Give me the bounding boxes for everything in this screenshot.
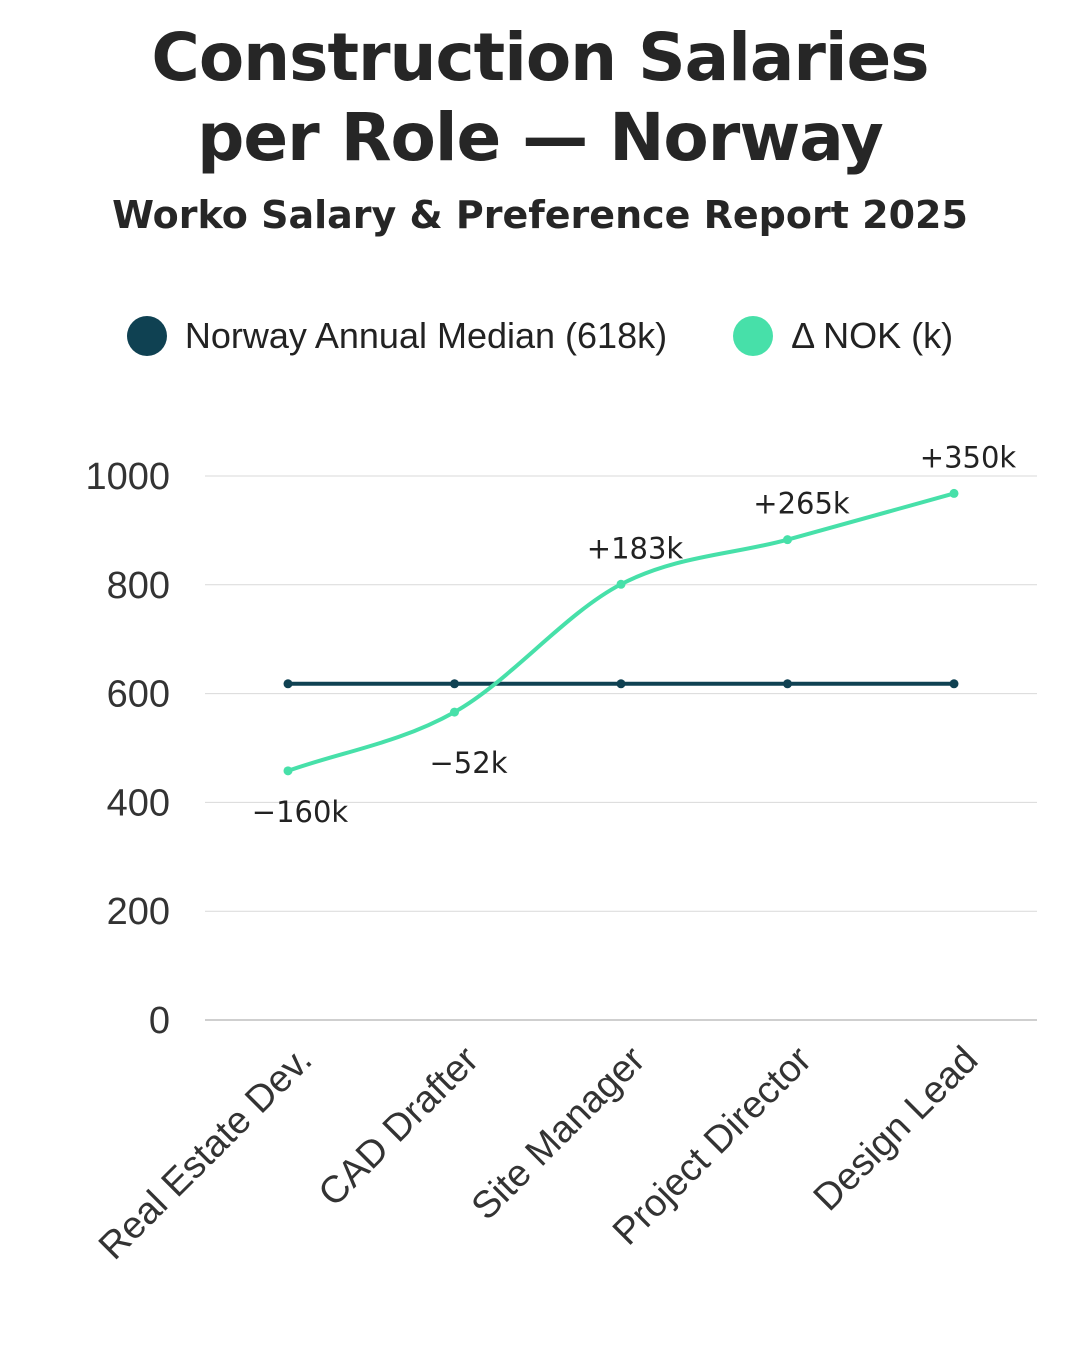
point-delta-0 (283, 766, 293, 776)
legend-swatch-delta (733, 316, 774, 356)
point-median-3 (783, 679, 792, 689)
y-tick-label-0: 0 (149, 1000, 170, 1042)
x-tick-label-2: Site Manager (464, 1038, 654, 1228)
data-label-delta-2: +183k (587, 531, 684, 565)
chart-title-line-2: per Role — Norway (197, 99, 884, 176)
legend-item-median[interactable]: Norway Annual Median (618k) (126, 315, 668, 357)
y-tick-label-600: 600 (107, 674, 170, 716)
y-tick-label-200: 200 (107, 891, 170, 933)
point-median-2 (616, 679, 626, 689)
chart-legend: Norway Annual Median (618k) Δ NOK (k) (0, 308, 1080, 364)
chart-title-line-1: Construction Salaries (151, 19, 929, 96)
legend-label-median: Norway Annual Median (618k) (184, 315, 668, 356)
point-delta-4 (949, 488, 959, 498)
x-tick-label-4: Design Lead (806, 1039, 987, 1220)
y-tick-label-1000: 1000 (85, 456, 170, 498)
data-label-delta-0: −160k (252, 795, 349, 829)
point-median-4 (949, 679, 959, 689)
point-delta-3 (783, 535, 792, 545)
y-tick-label-800: 800 (107, 565, 170, 607)
legend-item-delta[interactable]: Δ NOK (k) (733, 315, 953, 357)
data-label-delta-4: +350k (920, 440, 1017, 474)
legend-swatch-median (126, 316, 167, 356)
y-tick-label-400: 400 (107, 782, 170, 824)
legend-label-delta: Δ NOK (k) (791, 315, 954, 356)
x-tick-label-1: CAD Drafter (311, 1038, 487, 1214)
point-delta-2 (616, 579, 626, 589)
data-label-delta-1: −52k (430, 746, 508, 780)
point-median-0 (283, 679, 293, 689)
x-tick-label-0: Real Estate Dev. (91, 1039, 320, 1268)
point-delta-1 (450, 707, 459, 717)
data-label-delta-3: +265k (753, 487, 850, 521)
chart-title: Construction Salaries per Role — Norway (0, 18, 1080, 178)
chart-subtitle: Worko Salary & Preference Report 2025 (112, 193, 968, 237)
point-median-1 (450, 679, 459, 689)
